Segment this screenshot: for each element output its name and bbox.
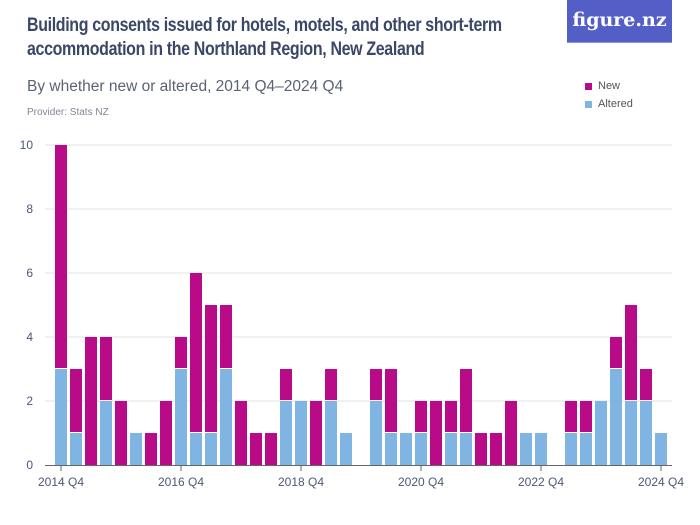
bar-new [190,273,202,432]
y-tick-label: 8 [26,202,33,216]
bar-new [565,401,577,432]
bar-new [70,369,82,432]
legend-item-new: New [585,80,620,93]
bar-new [610,337,622,368]
bar-altered [100,401,112,465]
y-tick-label: 2 [26,394,33,408]
bar-altered [205,433,217,465]
bar-altered [385,433,397,465]
bar-new [85,337,97,465]
bar-altered [625,401,637,465]
bar-new [175,337,187,368]
bar-new [580,401,592,432]
bar-new [55,145,67,368]
bar-altered [190,433,202,465]
bar-new [625,305,637,400]
y-tick-label: 4 [26,330,33,344]
bar-altered [580,433,592,465]
provider-text: Provider: Stats NZ [27,107,109,118]
bar-altered [445,433,457,465]
bar-altered [610,369,622,465]
bar-altered [130,433,142,465]
bar-new [385,369,397,432]
y-tick-label: 10 [20,138,34,152]
bar-new [460,369,472,432]
bar-new [415,401,427,432]
legend-swatch-new [585,83,592,90]
bar-new [475,433,487,465]
bar-new [145,433,157,465]
bar-altered [655,433,667,465]
bar-new [280,369,292,400]
bar-altered [520,433,532,465]
bar-altered [280,401,292,465]
chart-subtitle: By whether new or altered, 2014 Q4–2024 … [27,78,344,95]
bar-altered [325,401,337,465]
x-tick-label: 2018 Q4 [278,475,324,489]
bar-new [115,401,127,465]
bar-new [250,433,262,465]
x-tick-label: 2016 Q4 [158,475,204,489]
figure-nz-logo[interactable]: figure.nz [567,0,672,43]
bar-new [310,401,322,465]
y-tick-label: 6 [26,266,33,280]
bar-new [430,401,442,465]
bar-new [505,401,517,465]
bar-altered [70,433,82,465]
bar-altered [535,433,547,465]
bar-new [445,401,457,432]
bar-new [220,305,232,368]
bar-new [370,369,382,400]
bar-altered [295,401,307,465]
bar-altered [400,433,412,465]
y-tick-label: 0 [26,458,33,472]
bar-new [160,401,172,465]
x-tick-label: 2022 Q4 [518,475,564,489]
bar-altered [415,433,427,465]
bar-new [235,401,247,465]
bar-new [640,369,652,400]
bar-new [205,305,217,432]
bar-new [265,433,277,465]
legend-swatch-altered [585,101,592,108]
bar-altered [370,401,382,465]
x-tick-label: 2014 Q4 [38,475,84,489]
bar-altered [340,433,352,465]
bar-altered [640,401,652,465]
x-tick-label: 2024 Q4 [638,475,684,489]
chart-title: Building consents issued for hotels, mot… [27,15,502,60]
bar-new [325,369,337,400]
legend-item-altered: Altered [585,98,633,111]
legend-label-altered: Altered [598,98,633,110]
bar-altered [175,369,187,465]
bar-altered [565,433,577,465]
bar-altered [595,401,607,465]
bar-altered [55,369,67,465]
x-tick-label: 2020 Q4 [398,475,444,489]
bar-new [100,337,112,400]
bar-altered [220,369,232,465]
bar-altered [460,433,472,465]
bar-new [490,433,502,465]
legend-label-new: New [598,80,621,92]
